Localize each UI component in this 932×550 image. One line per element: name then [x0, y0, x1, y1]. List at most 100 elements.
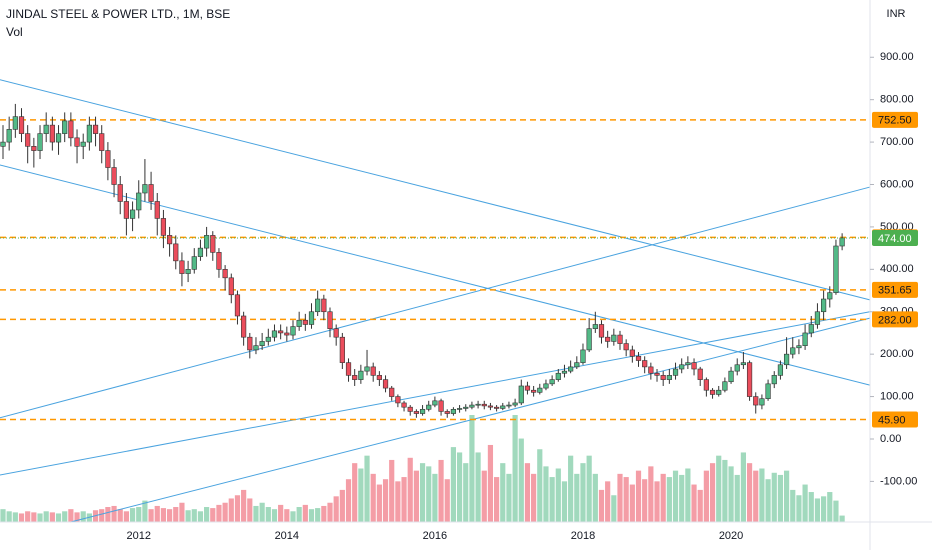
volume-bar: [475, 452, 481, 522]
volume-bar: [185, 510, 191, 522]
volume-bar: [790, 489, 796, 522]
trendline: [0, 164, 871, 386]
candle-body: [136, 192, 142, 211]
volume-bar: [746, 463, 753, 522]
candle-body: [160, 218, 167, 236]
volume-bar: [611, 495, 617, 522]
volume-bar: [55, 513, 62, 522]
candle-body: [364, 366, 370, 372]
candle-body: [642, 360, 648, 368]
volume-bar: [617, 473, 623, 522]
volume-bar: [802, 484, 808, 522]
last-price-label: 474.00: [878, 233, 912, 245]
candle-body: [839, 237, 845, 247]
candle-body: [827, 292, 833, 300]
volume-bar: [537, 449, 543, 522]
y-tick-label: 900.00: [880, 51, 914, 63]
candle-body: [74, 137, 80, 147]
volume-bar: [278, 504, 284, 522]
volume-bar: [469, 415, 475, 522]
volume-bar: [148, 509, 154, 522]
candle-body: [413, 411, 419, 414]
candle-body: [284, 332, 290, 336]
candle-body: [568, 366, 574, 372]
candle-body: [43, 124, 49, 134]
volume-bar: [821, 496, 827, 522]
candle-body: [321, 298, 327, 313]
candle-body: [463, 406, 469, 409]
volume-bar: [524, 463, 531, 522]
candle-body: [666, 375, 672, 380]
volume-bar: [660, 473, 666, 522]
volume-bar: [771, 472, 777, 522]
candle-body: [555, 372, 561, 380]
volume-bar: [697, 489, 703, 522]
volume-bar: [376, 484, 382, 522]
candle-body: [148, 184, 154, 202]
candle-body: [833, 245, 839, 293]
candle-body: [129, 209, 136, 219]
candle-body: [518, 385, 524, 404]
volume-bar: [703, 470, 709, 522]
volume-bar: [623, 477, 629, 522]
candle-body: [308, 311, 315, 325]
candle-body: [185, 269, 191, 274]
candle-body: [154, 201, 160, 219]
candle-body: [796, 345, 802, 349]
volume-bar: [586, 455, 592, 522]
candle-body: [173, 243, 179, 262]
volume-bar: [210, 508, 216, 522]
volume-bar: [734, 474, 740, 522]
volume-bar: [419, 463, 426, 522]
volume-bar: [327, 502, 333, 522]
volume-bar: [561, 481, 568, 522]
candle-body: [746, 362, 753, 397]
candle-body: [783, 353, 790, 366]
chart-title: JINDAL STEEL & POWER LTD., 1M, BSE: [6, 7, 230, 21]
candle-body: [728, 370, 734, 383]
candle-body: [37, 133, 43, 151]
candle-body: [31, 146, 37, 151]
candle-body: [247, 336, 253, 351]
volume-bar: [456, 452, 463, 522]
volume-bar: [543, 466, 549, 522]
volume-bar: [43, 511, 49, 522]
volume-bar: [549, 477, 555, 522]
candle-body: [629, 349, 635, 357]
candle-body: [49, 124, 55, 143]
candle-body: [117, 184, 123, 202]
volume-bar: [401, 477, 407, 522]
candle-body: [438, 400, 444, 412]
volume-bar: [259, 502, 265, 522]
volume-bar: [753, 470, 759, 522]
volume-bar: [531, 473, 537, 522]
candle-body: [549, 379, 555, 385]
volume-bar: [382, 479, 389, 522]
volume-bar: [247, 498, 253, 522]
candle-body: [278, 330, 284, 334]
volume-bar: [580, 463, 586, 522]
candle-body: [654, 372, 660, 376]
candle-body: [92, 124, 99, 134]
volume-bar: [685, 468, 691, 522]
volume-bar: [222, 502, 228, 522]
candle-body: [740, 362, 746, 366]
volume-bar: [296, 507, 302, 522]
candle-body: [802, 332, 808, 346]
volume-bar: [49, 512, 55, 522]
volume-bar: [18, 513, 25, 522]
level-label: 45.90: [878, 414, 906, 426]
volume-bar: [518, 438, 524, 522]
candle-body: [598, 324, 605, 338]
level-badge: [872, 411, 918, 428]
candle-body: [469, 404, 475, 408]
volume-bar: [364, 455, 370, 522]
volume-bar: [12, 512, 18, 522]
candle-body: [358, 370, 364, 380]
candle-body: [703, 379, 709, 391]
volume-bar: [352, 463, 358, 522]
candle-body: [635, 355, 642, 361]
candle-body: [315, 298, 321, 313]
candle-body: [265, 336, 271, 342]
volume-bar: [555, 468, 561, 522]
